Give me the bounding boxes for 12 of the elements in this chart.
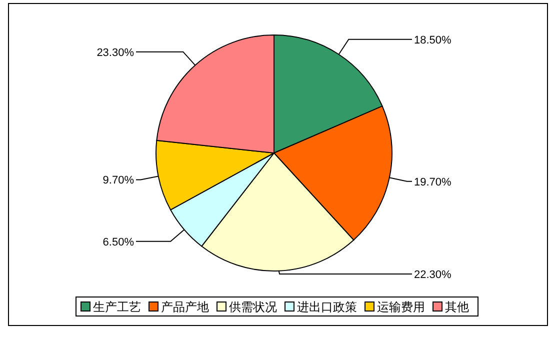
data-label: 22.30% (414, 269, 452, 281)
legend-label: 其他 (445, 300, 469, 314)
legend-label: 供需状况 (229, 300, 277, 314)
legend-label: 产品产地 (161, 300, 209, 314)
data-label: 6.50% (102, 236, 134, 248)
legend-label: 进出口政策 (297, 300, 357, 314)
data-label: 18.50% (414, 34, 452, 46)
legend-label: 运输费用 (377, 300, 425, 314)
data-label: 23.30% (96, 46, 134, 59)
legend-label: 生产工艺 (93, 300, 141, 314)
data-label: 9.70% (102, 174, 134, 187)
data-label: 19.70% (414, 176, 452, 188)
